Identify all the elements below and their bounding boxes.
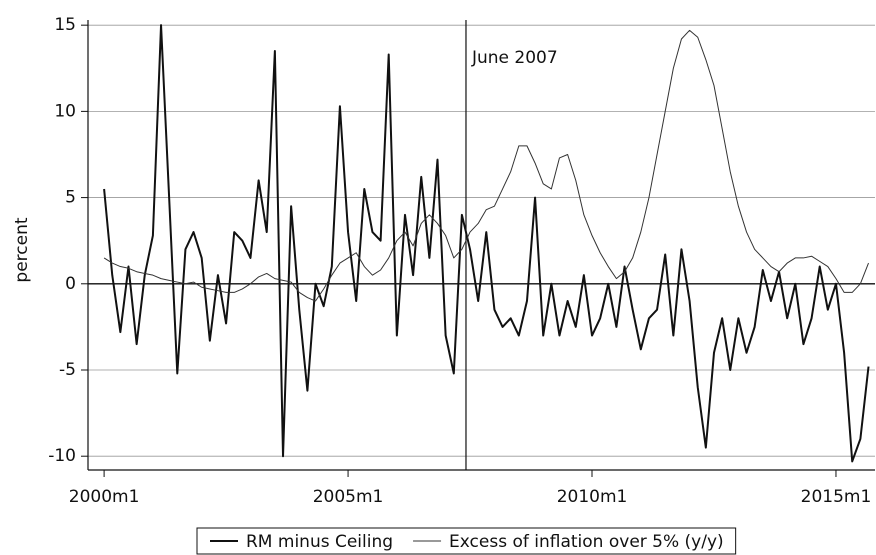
legend-box <box>196 527 737 555</box>
annotation-label: June 2007 <box>471 48 558 68</box>
x-tick-label: 2010m1 <box>557 487 628 507</box>
y-tick-label: -10 <box>48 446 76 466</box>
x-tick-label: 2015m1 <box>801 487 872 507</box>
legend-label: Excess of inflation over 5% (y/y) <box>449 532 724 552</box>
y-tick-label: 15 <box>54 15 76 35</box>
legend-label: RM minus Ceiling <box>246 532 393 552</box>
data-line <box>103 24 870 463</box>
y-tick-label: 10 <box>54 101 76 121</box>
legend: RM minus Ceiling Excess of inflation over… <box>196 527 737 555</box>
x-tick-label: 2005m1 <box>313 487 384 507</box>
y-tick-label: -5 <box>59 360 76 380</box>
y-tick-label: 0 <box>65 274 76 294</box>
y-axis-label: percent <box>12 217 32 282</box>
data-line <box>103 29 869 302</box>
y-tick-label: 5 <box>65 188 76 208</box>
x-tick-label: 2000m1 <box>69 487 140 507</box>
